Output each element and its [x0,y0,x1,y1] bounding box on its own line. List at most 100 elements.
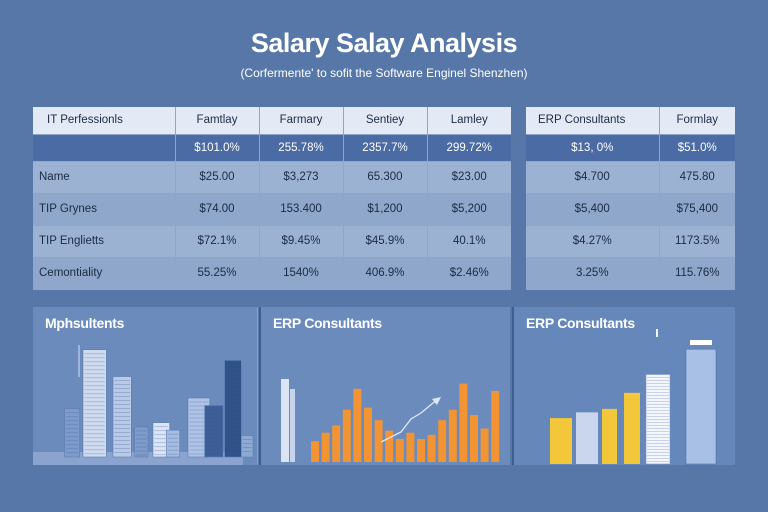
table-cell: $5,400 [526,193,660,226]
bar [576,412,598,464]
bar [374,420,383,462]
table-row: $4.27% 1173.5% [526,225,735,258]
column-header: Formlay [659,107,735,135]
column-header: Famtlay [175,107,260,135]
table-cell: $4.700 [526,161,660,194]
orange-bar-chart [281,379,500,462]
table-row: 3.25% 115.76% [526,257,735,290]
building-bar [64,408,80,458]
trend-line [380,398,440,443]
table-cell: $1,200 [343,193,428,226]
bar [448,409,457,462]
building-bar [82,349,107,458]
table-cell [33,134,176,162]
table-row: $4.700 475.80 [526,161,735,194]
table-cell: 2357.7% [343,134,428,162]
table-cell: $2.46% [427,257,511,290]
bar [311,441,319,462]
bar [321,432,330,462]
skyline-chart [33,345,254,465]
table-cell: $74.00 [175,193,260,226]
chart-title: ERP Consultants [526,315,635,331]
table-cell: $5,200 [427,193,511,226]
bar [417,439,425,462]
bar [364,407,372,462]
table-cell: 406.9% [343,257,428,290]
table-cell: 1173.5% [659,225,735,258]
table-cell: 115.76% [659,257,735,290]
row-label: TIP Englietts [33,225,176,258]
table-row: $5,400 $75,400 [526,193,735,226]
bar [470,414,478,462]
bar [685,348,717,465]
chart-title: ERP Consultants [273,315,382,331]
bar [353,388,362,462]
table-cell: 299.72% [427,134,511,162]
table-header-row: IT Perfessionls Famtlay Farmary Sentiey … [33,107,511,135]
erp-table: ERP Consultants Formlay $13, 0% $51.0% $… [526,107,735,290]
column-header: Sentiey [343,107,428,135]
column-header: Lamley [427,107,511,135]
bar [385,430,394,462]
table-cell: $23.00 [427,161,511,194]
chart-title: Mphsultents [45,315,125,331]
page-title: Salary Salay Analysis [250,28,518,58]
table-row: Cemontiality 55.25% 1540% 406.9% $2.46% [33,257,511,290]
building-bar [134,426,149,458]
row-label: TIP Grynes [33,193,176,226]
pale-bar [281,379,289,462]
row-label: Name [33,161,176,194]
table-cell: $3,273 [259,161,344,194]
bar [491,390,500,462]
table-row: Name $25.00 $3,273 65.300 $23.00 [33,161,511,194]
bar [427,434,436,462]
table-cell: 3.25% [526,257,660,290]
table-cell: $72.1% [175,225,260,258]
chart-panel-erp-2: ERP Consultants [512,307,735,465]
bar [438,420,447,462]
table-cell: 1540% [259,257,344,290]
bar [602,408,617,464]
chart-panel-mphsultents: Mphsultents [33,307,258,465]
table-cell: 255.78% [259,134,344,162]
bar-cap [690,340,712,346]
row-label: Cemontiality [33,257,176,290]
bar [480,428,489,462]
bar [332,425,341,462]
table-cell: $101.0% [175,134,260,162]
building-bar [241,435,254,458]
page-subtitle: (Corfermente' to sofit the Software Engi… [240,66,528,80]
table-subheader-row: $101.0% 255.78% 2357.7% 299.72% [33,134,511,162]
table-cell: 65.300 [343,161,428,194]
yellow-bar-chart [550,329,717,465]
table-cell: 40.1% [427,225,511,258]
table-subheader-row: $13, 0% $51.0% [526,134,735,162]
table-cell: $9.45% [259,225,344,258]
bar [395,439,404,462]
bar [624,392,640,464]
column-header: Farmary [259,107,344,135]
table-cell: $51.0% [659,134,735,162]
column-header: IT Perfessionls [33,107,176,135]
table-cell: $4.27% [526,225,660,258]
table-cell: $75,400 [659,193,735,226]
building-bar [204,405,224,458]
table-cell: 55.25% [175,257,260,290]
table-row: TIP Grynes $74.00 153.400 $1,200 $5,200 [33,193,511,226]
table-cell: $25.00 [175,161,260,194]
table-row: TIP Englietts $72.1% $9.45% $45.9% 40.1% [33,225,511,258]
bar [459,383,468,462]
table-cell: 475.80 [659,161,735,194]
column-header: ERP Consultants [526,107,660,135]
table-cell: $13, 0% [526,134,660,162]
bar [342,409,351,462]
salary-table: IT Perfessionls Famtlay Farmary Sentiey … [33,107,511,290]
pale-bar [290,389,295,462]
bar [550,418,572,464]
building-bar [224,360,242,458]
building-bar [166,429,180,458]
chart-panel-erp-1: ERP Consultants [259,307,510,465]
table-cell: $45.9% [343,225,428,258]
building-bar [112,376,132,458]
table-header-row: ERP Consultants Formlay [526,107,735,135]
